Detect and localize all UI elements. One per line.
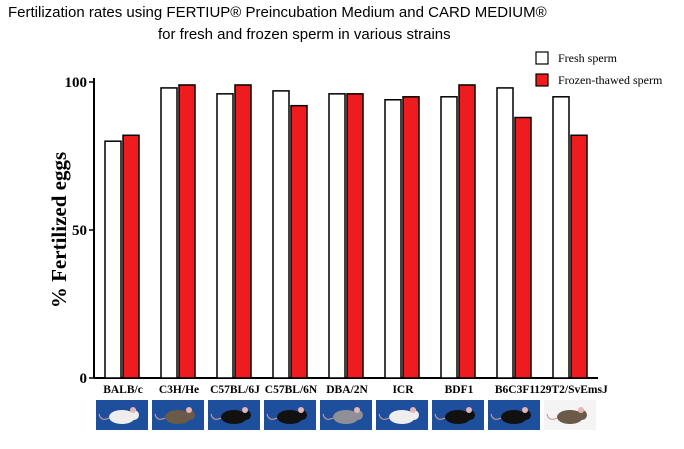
mouse-ear-icon	[466, 407, 472, 413]
agouti-mouse-photo	[165, 410, 191, 424]
bar-frozen-6	[458, 84, 476, 379]
mouse-ear-icon	[410, 407, 416, 413]
mouse-ear-icon	[522, 407, 528, 413]
mouse-ear-icon	[578, 407, 584, 413]
mouse-tail-icon	[546, 413, 558, 420]
mouse-ear-icon	[298, 407, 304, 413]
bar-fresh-8	[552, 96, 570, 379]
x-tick-label: 129T2/SvEmsJ	[534, 384, 608, 396]
legend-label: Frozen-thawed sperm	[558, 73, 663, 87]
bar-fresh-5	[384, 99, 402, 379]
mouse-ear-icon	[186, 407, 192, 413]
bar-fresh-4	[328, 93, 346, 379]
bar-frozen-8	[570, 134, 588, 379]
mouse-tail-icon	[490, 413, 502, 420]
black-mouse-photo	[501, 410, 527, 424]
mouse-tail-icon	[434, 413, 446, 420]
legend-swatch	[535, 73, 549, 87]
mouse-ear-icon	[130, 407, 136, 413]
black-mouse-photo	[221, 410, 247, 424]
x-tick-label: DBA/2N	[326, 384, 368, 396]
y-axis-label: % Fertilized eggs	[47, 152, 71, 308]
black-mouse-photo	[277, 410, 303, 424]
y-tick-label: 0	[80, 371, 88, 387]
x-tick-label: ICR	[392, 384, 414, 396]
bar-fresh-0	[104, 140, 122, 379]
y-tick-label: 100	[65, 75, 88, 91]
mouse-tail-icon	[378, 413, 390, 420]
white-mouse-photo	[109, 410, 135, 424]
x-tick-label: BDF1	[445, 384, 474, 396]
bar-frozen-1	[178, 84, 196, 379]
bar-frozen-3	[290, 104, 308, 379]
x-tick-label: BALB/c	[103, 384, 143, 396]
legend-swatch	[535, 51, 549, 65]
bar-fresh-7	[496, 87, 514, 379]
mouse-tail-icon	[266, 413, 278, 420]
bar-fresh-2	[216, 93, 234, 379]
bar-frozen-0	[122, 134, 140, 379]
chart-subtitle: for fresh and frozen sperm in various st…	[158, 26, 451, 43]
white-mouse-photo	[389, 410, 415, 424]
mouse-ear-icon	[242, 407, 248, 413]
mouse-tail-icon	[322, 413, 334, 420]
bar-fresh-6	[440, 96, 458, 379]
x-tick-label: C57BL/6J	[210, 384, 260, 396]
x-tick-label: C3H/He	[159, 384, 199, 396]
y-tick-label: 50	[72, 223, 87, 239]
grey-mouse-photo	[333, 410, 359, 424]
bar-fresh-1	[160, 87, 178, 379]
x-tick-label: B6C3F1	[495, 384, 536, 396]
black-mouse-photo	[445, 410, 471, 424]
bar-frozen-5	[402, 96, 420, 379]
chart-title: Fertilization rates using FERTIUP® Prein…	[8, 4, 547, 21]
bar-frozen-7	[514, 116, 532, 379]
mouse-ear-icon	[354, 407, 360, 413]
mouse-tail-icon	[154, 413, 166, 420]
legend-label: Fresh sperm	[558, 51, 618, 65]
x-tick-label: C57BL/6N	[265, 384, 318, 396]
agouti-mouse-photo	[557, 410, 583, 424]
mouse-tail-icon	[98, 413, 110, 420]
bar-fresh-3	[272, 90, 290, 379]
bar-frozen-2	[234, 84, 252, 379]
mouse-tail-icon	[210, 413, 222, 420]
bar-frozen-4	[346, 93, 364, 379]
